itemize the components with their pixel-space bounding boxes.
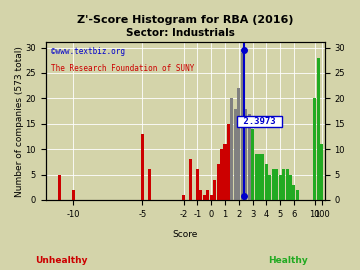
- Bar: [220, 149, 223, 200]
- Bar: [210, 195, 213, 200]
- Bar: [141, 134, 144, 200]
- Bar: [261, 154, 265, 200]
- Bar: [268, 175, 271, 200]
- Bar: [58, 175, 61, 200]
- Bar: [237, 88, 240, 200]
- Bar: [320, 144, 323, 200]
- Bar: [72, 190, 75, 200]
- Bar: [313, 98, 316, 200]
- Bar: [292, 185, 296, 200]
- Text: Unhealthy: Unhealthy: [35, 256, 87, 265]
- Text: Healthy: Healthy: [268, 256, 308, 265]
- Bar: [265, 164, 268, 200]
- Bar: [289, 175, 292, 200]
- Bar: [234, 109, 237, 200]
- Bar: [258, 154, 261, 200]
- Bar: [248, 114, 251, 200]
- Bar: [213, 180, 216, 200]
- Bar: [196, 170, 199, 200]
- Bar: [199, 190, 202, 200]
- X-axis label: Score: Score: [172, 230, 198, 239]
- Bar: [189, 159, 192, 200]
- Bar: [217, 164, 220, 200]
- Bar: [282, 170, 285, 200]
- Text: ©www.textbiz.org: ©www.textbiz.org: [51, 47, 125, 56]
- Bar: [275, 170, 278, 200]
- Bar: [227, 124, 230, 200]
- Bar: [316, 58, 320, 200]
- Bar: [255, 154, 257, 200]
- Text: Sector: Industrials: Sector: Industrials: [126, 28, 234, 38]
- Bar: [241, 53, 244, 200]
- Bar: [285, 170, 289, 200]
- Bar: [203, 195, 206, 200]
- Bar: [224, 144, 226, 200]
- Text: 2.3973: 2.3973: [238, 117, 281, 126]
- Bar: [148, 170, 151, 200]
- Bar: [244, 109, 247, 200]
- Bar: [182, 195, 185, 200]
- Bar: [230, 98, 233, 200]
- Bar: [272, 170, 275, 200]
- Bar: [296, 190, 299, 200]
- Text: The Research Foundation of SUNY: The Research Foundation of SUNY: [51, 65, 195, 73]
- Bar: [251, 129, 254, 200]
- Bar: [206, 190, 209, 200]
- Title: Z'-Score Histogram for RBA (2016): Z'-Score Histogram for RBA (2016): [77, 15, 293, 25]
- Bar: [279, 175, 282, 200]
- Y-axis label: Number of companies (573 total): Number of companies (573 total): [15, 46, 24, 197]
